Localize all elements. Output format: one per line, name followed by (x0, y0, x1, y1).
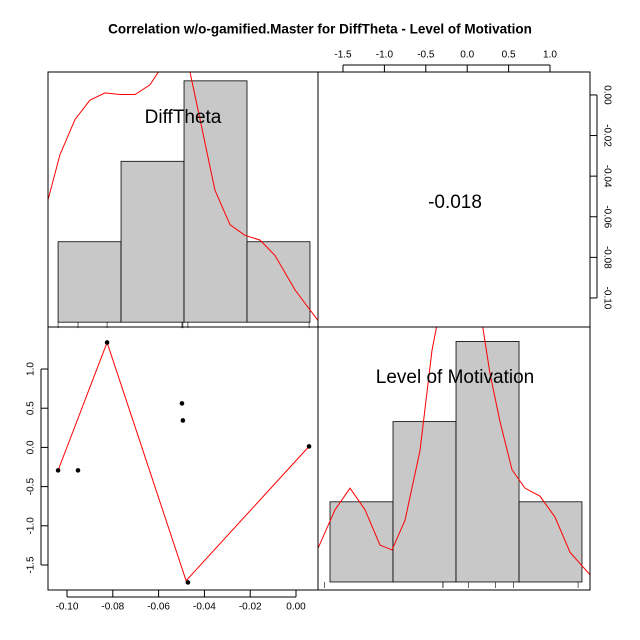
bar (57, 241, 122, 323)
fit-line (57, 340, 310, 582)
density-curve (48, 72, 318, 321)
point (179, 401, 185, 406)
y-tick-label: 0.5 (26, 401, 37, 415)
x-tick-label: -0.02 (239, 602, 262, 613)
variable-label: Level of Motivation (376, 367, 534, 388)
variable-label: DiffTheta (145, 107, 222, 128)
panel-frame (317, 326, 591, 591)
y2-tick-label: -0.02 (601, 124, 612, 147)
y-tick-label: 0.0 (26, 440, 37, 454)
y2-tick-label: 0.00 (601, 85, 612, 105)
density-curve (318, 327, 590, 576)
y2-tick-label: -0.06 (601, 205, 612, 228)
y2-tick-label: -0.10 (601, 287, 612, 310)
point (180, 418, 186, 423)
panel-frame (47, 326, 319, 591)
x2-tick-label: 0.5 (502, 50, 516, 61)
bar (183, 80, 248, 323)
chart-title: Correlation w/o-gamified.Master for Diff… (108, 22, 532, 37)
y2-tick-label: -0.04 (601, 165, 612, 188)
x-tick-label: -0.06 (147, 602, 170, 613)
bar (392, 421, 457, 583)
point (185, 580, 191, 585)
point (306, 444, 312, 449)
bar (120, 160, 185, 323)
x2-tick-label: 1.0 (543, 50, 557, 61)
y-tick-label: 1.0 (26, 362, 37, 376)
bar (518, 501, 583, 583)
x2-tick-label: -0.5 (417, 50, 435, 61)
x2-tick-label: 0.0 (460, 50, 474, 61)
correlation: -0.018 (428, 192, 482, 213)
y-tick-label: -1.5 (26, 556, 37, 574)
point (104, 340, 110, 345)
x-tick-label: -0.08 (101, 602, 124, 613)
x-tick-label: -0.10 (56, 602, 79, 613)
x2-tick-label: -1.5 (334, 50, 352, 61)
bar (329, 501, 394, 583)
x2-tick-label: -1.0 (376, 50, 394, 61)
y2-tick-label: -0.08 (601, 246, 612, 269)
x-tick-label: 0.00 (286, 602, 306, 613)
x-tick-label: -0.04 (193, 602, 216, 613)
bar (246, 241, 311, 323)
bar (455, 341, 520, 583)
point (75, 468, 81, 473)
point (55, 468, 61, 473)
y-tick-label: -0.5 (26, 478, 37, 496)
y-tick-label: -1.0 (26, 517, 37, 535)
